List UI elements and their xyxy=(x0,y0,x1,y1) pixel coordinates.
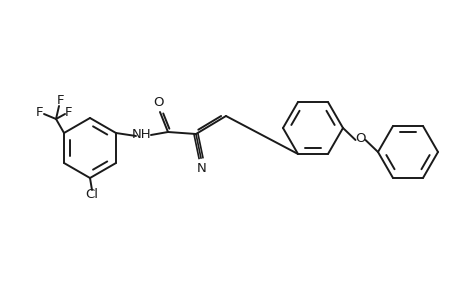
Text: Cl: Cl xyxy=(85,188,98,202)
Text: F: F xyxy=(56,94,64,106)
Text: F: F xyxy=(64,106,72,118)
Text: NH: NH xyxy=(132,128,151,142)
Text: O: O xyxy=(354,133,365,146)
Text: N: N xyxy=(196,161,207,175)
Text: F: F xyxy=(35,106,43,118)
Text: O: O xyxy=(153,95,164,109)
